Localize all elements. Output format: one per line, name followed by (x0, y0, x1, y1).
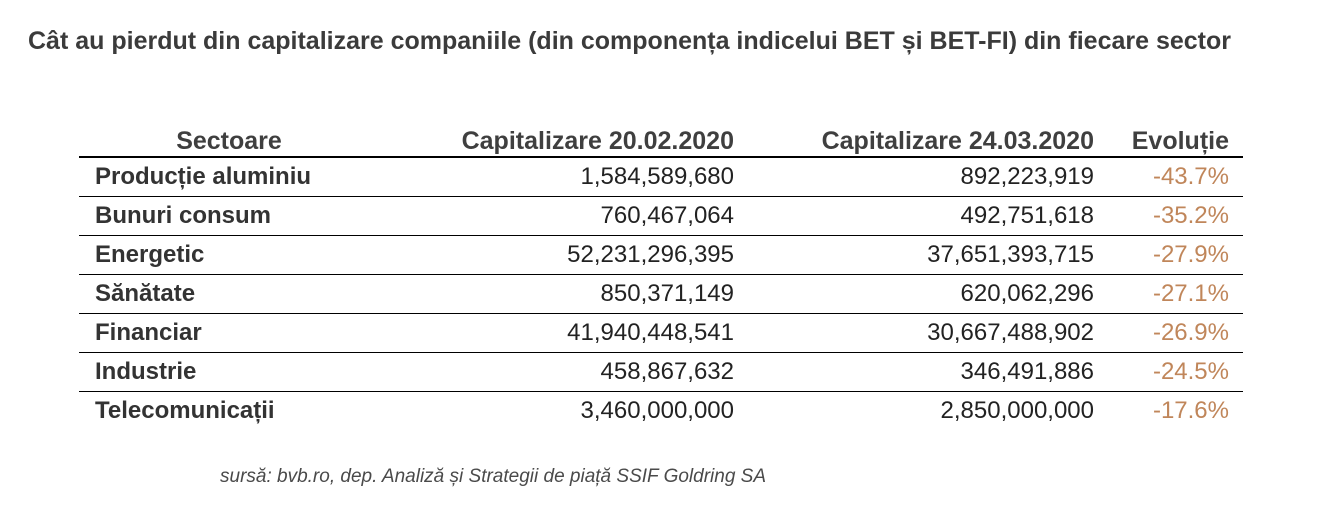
capitalizare-2-cell: 620,062,296 (960, 280, 1094, 307)
chart-title: Cât au pierdut din capitalizare companii… (28, 27, 1231, 55)
header-evolutie: Evoluție (1131, 126, 1229, 155)
sector-cell: Bunuri consum (95, 202, 272, 229)
sector-cell: Financiar (95, 319, 202, 346)
capitalizare-2-cell: 2,850,000,000 (940, 397, 1094, 424)
sector-cell: Energetic (95, 241, 205, 268)
header-capitalizare-2: Capitalizare 24.03.2020 (821, 126, 1094, 155)
capitalizare-2-cell: 892,223,919 (960, 163, 1094, 190)
sector-cell: Telecomunicații (95, 397, 275, 424)
evolutie-cell: -24.5% (1152, 358, 1229, 385)
table-row: Sănătate 850,371,149 620,062,296 -27.1% (79, 275, 1243, 314)
capitalizare-1-cell: 850,371,149 (600, 280, 734, 307)
table-row: Telecomunicații 3,460,000,000 2,850,000,00… (79, 392, 1243, 430)
sector-cell: Industrie (95, 358, 197, 385)
data-table: Sectoare Capitalizare 20.02.2020 Capital… (79, 126, 1243, 430)
capitalizare-2-cell: 37,651,393,715 (927, 241, 1094, 268)
capitalizare-1-cell: 760,467,064 (600, 202, 734, 229)
capitalizare-2-cell: 492,751,618 (960, 202, 1094, 229)
table-row: Energetic 52,231,296,395 37,651,393,715 -27… (79, 236, 1243, 275)
table-row: Financiar 41,940,448,541 30,667,488,902 -26… (79, 314, 1243, 353)
capitalizare-1-cell: 458,867,632 (600, 358, 734, 385)
evolutie-cell: -43.7% (1152, 163, 1229, 190)
evolutie-cell: -17.6% (1152, 397, 1229, 424)
table-row: Bunuri consum 760,467,064 492,751,618 -35.2… (79, 197, 1243, 236)
capitalizare-1-cell: 3,460,000,000 (580, 397, 734, 424)
evolutie-cell: -27.9% (1152, 241, 1229, 268)
evolutie-cell: -27.1% (1152, 280, 1229, 307)
capitalizare-2-cell: 346,491,886 (960, 358, 1094, 385)
sector-cell: Sănătate (95, 280, 196, 307)
header-capitalizare-1: Capitalizare 20.02.2020 (461, 126, 734, 155)
table-row: Producție aluminiu 1,584,589,680 892,223,9… (79, 158, 1243, 197)
capitalizare-1-cell: 41,940,448,541 (567, 319, 734, 346)
capitalizare-1-cell: 1,584,589,680 (580, 163, 734, 190)
capitalizare-1-cell: 52,231,296,395 (567, 241, 734, 268)
table-header-row: Sectoare Capitalizare 20.02.2020 Capital… (79, 126, 1243, 158)
capitalizare-2-cell: 30,667,488,902 (927, 319, 1094, 346)
header-sectoare: Sectoare (176, 126, 282, 155)
table-body: Producție aluminiu 1,584,589,680 892,223,9… (79, 158, 1243, 430)
source-note: sursă: bvb.ro, dep. Analiză și Strategii… (220, 466, 767, 487)
table-row: Industrie 458,867,632 346,491,886 -24.5% (79, 353, 1243, 392)
evolutie-cell: -35.2% (1152, 202, 1229, 229)
sector-cell: Producție aluminiu (95, 163, 312, 190)
evolutie-cell: -26.9% (1152, 319, 1229, 346)
